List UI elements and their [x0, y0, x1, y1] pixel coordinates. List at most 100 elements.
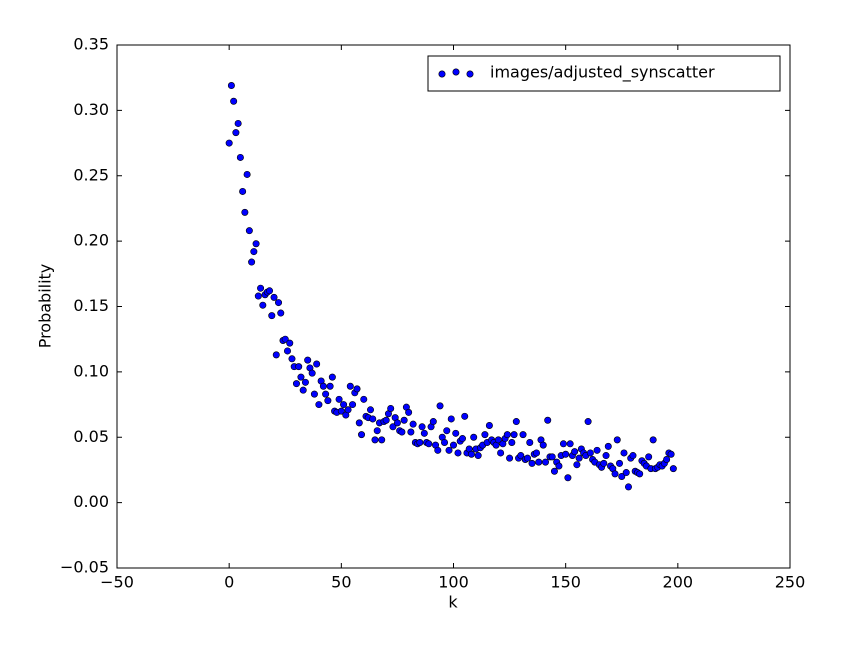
point: [510, 431, 518, 439]
point: [618, 472, 626, 480]
point: [326, 382, 334, 390]
point: [297, 373, 305, 381]
point: [425, 440, 433, 448]
point: [322, 390, 330, 398]
point: [441, 438, 449, 446]
point: [288, 355, 296, 363]
point: [353, 385, 361, 393]
point: [248, 258, 256, 266]
point: [566, 440, 574, 448]
point: [669, 465, 677, 473]
point: [447, 415, 455, 423]
legend-box: [427, 55, 781, 92]
point: [494, 436, 502, 444]
x-tick-label: 200: [663, 573, 694, 592]
point: [292, 380, 300, 388]
point: [649, 436, 657, 444]
x-tick-label: 150: [550, 573, 581, 592]
point: [360, 395, 368, 403]
point: [236, 153, 244, 161]
point: [349, 401, 357, 409]
y-tick-label: 0.05: [73, 427, 109, 446]
y-tick-label: 0.00: [73, 492, 109, 511]
point: [407, 428, 415, 436]
point: [405, 408, 413, 416]
point: [230, 97, 238, 105]
point: [281, 335, 289, 343]
point: [559, 440, 567, 448]
point: [324, 397, 332, 405]
point: [526, 438, 534, 446]
point: [539, 441, 547, 449]
point: [541, 458, 549, 466]
point: [328, 373, 336, 381]
point: [245, 227, 253, 235]
point: [369, 415, 377, 423]
plot-frame: [116, 44, 791, 569]
y-tick-label: 0.15: [73, 296, 109, 315]
point: [517, 452, 525, 460]
point: [259, 301, 267, 309]
point: [485, 421, 493, 429]
y-tick-label: 0.25: [73, 165, 109, 184]
point: [389, 423, 397, 431]
x-tick-label: 250: [775, 573, 806, 592]
point: [611, 470, 619, 478]
x-axis-label: k: [448, 593, 458, 612]
point: [636, 470, 644, 478]
point: [620, 449, 628, 457]
point: [573, 461, 581, 469]
point: [461, 412, 469, 420]
point: [232, 129, 240, 137]
x-tick-label: 50: [331, 573, 351, 592]
point: [286, 339, 294, 347]
point: [243, 170, 251, 178]
point: [382, 416, 390, 424]
point: [524, 454, 532, 462]
point: [512, 418, 520, 426]
point: [503, 431, 511, 439]
point: [548, 453, 556, 461]
legend-label: images/adjusted_synscatter: [490, 63, 715, 83]
point: [458, 435, 466, 443]
point: [506, 454, 514, 462]
point: [629, 452, 637, 460]
legend-marker: [466, 70, 474, 78]
point: [575, 454, 583, 462]
point: [613, 436, 621, 444]
point: [474, 452, 482, 460]
y-tick-label: 0.10: [73, 361, 109, 380]
point: [373, 427, 381, 435]
y-tick-label: −0.05: [60, 558, 109, 577]
x-tick-label: 100: [438, 573, 469, 592]
point: [470, 433, 478, 441]
point: [445, 446, 453, 454]
y-tick-label: 0.30: [73, 100, 109, 119]
point: [378, 436, 386, 444]
point: [387, 404, 395, 412]
point: [358, 431, 366, 439]
point: [535, 458, 543, 466]
point: [604, 442, 612, 450]
point: [299, 386, 307, 394]
point: [335, 395, 343, 403]
point: [497, 449, 505, 457]
point: [602, 452, 610, 460]
point: [239, 187, 247, 195]
point: [241, 208, 249, 216]
point: [562, 450, 570, 458]
point: [295, 363, 303, 371]
point: [409, 420, 417, 428]
point: [443, 427, 451, 435]
point: [645, 453, 653, 461]
point: [593, 446, 601, 454]
point: [467, 450, 475, 458]
y-tick-label: 0.20: [73, 231, 109, 250]
point: [313, 360, 321, 368]
point: [301, 378, 309, 386]
point: [429, 418, 437, 426]
x-tick-label: −50: [100, 573, 134, 592]
point: [571, 448, 579, 456]
